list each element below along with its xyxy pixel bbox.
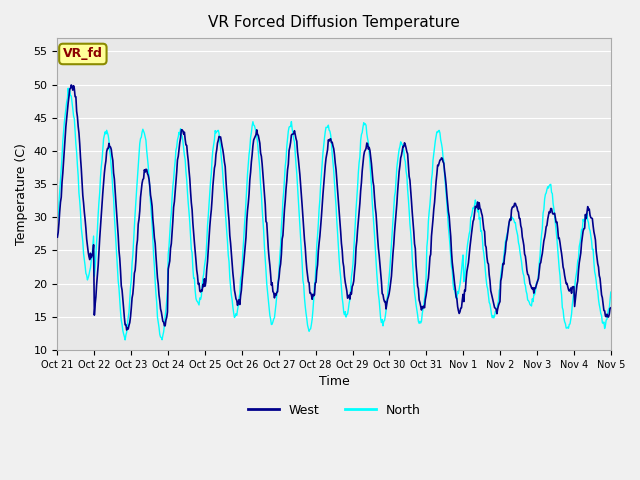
North [607,289,614,295]
Text: VR_fd: VR_fd [63,48,103,60]
North [403,173,411,179]
North [179,133,186,139]
West [607,305,614,311]
West [63,108,71,114]
North [65,85,72,91]
North [54,224,61,230]
Title: VR Forced Diffusion Temperature: VR Forced Diffusion Temperature [208,15,460,30]
West [179,127,186,132]
X-axis label: Time: Time [319,375,349,388]
West [123,327,131,333]
West [54,234,61,240]
West [403,149,411,155]
North [419,306,427,312]
West [67,82,75,88]
West [207,207,215,213]
Y-axis label: Temperature (C): Temperature (C) [15,143,28,245]
Line: West: West [58,85,611,330]
North [122,337,129,343]
West [419,305,427,311]
North [122,332,130,338]
Legend: West, North: West, North [243,399,426,422]
West [122,322,129,328]
North [63,96,71,101]
North [207,170,215,176]
Line: North: North [58,88,611,340]
